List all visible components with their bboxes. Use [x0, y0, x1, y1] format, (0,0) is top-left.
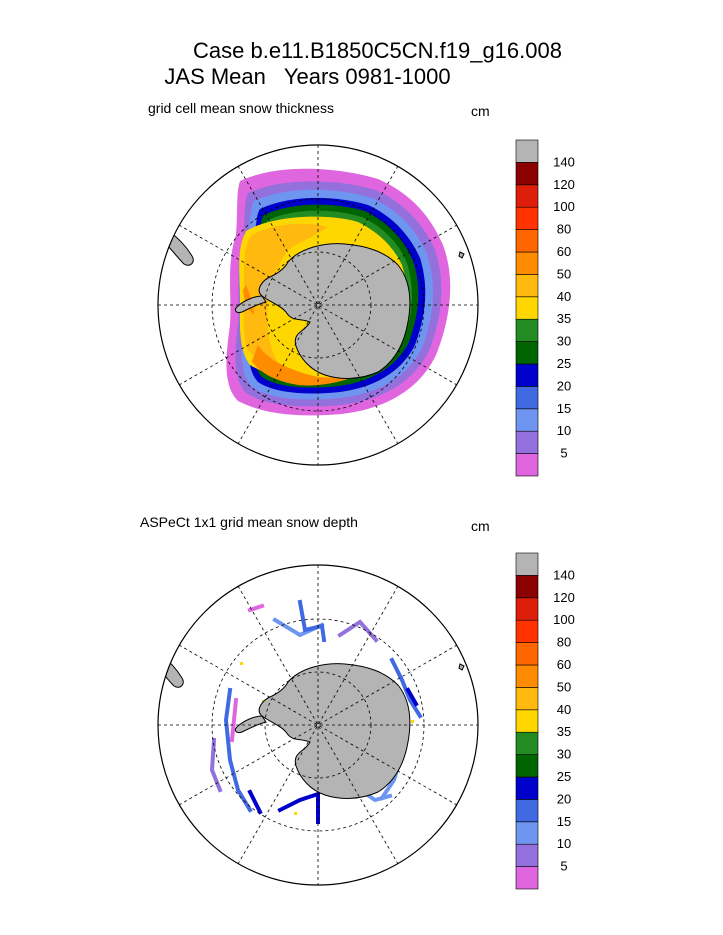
colorbar-bin — [515, 274, 539, 298]
panel1-title: grid cell mean snow thickness — [148, 100, 334, 116]
africa-land-2 — [339, 883, 361, 885]
colorbar-tick-label: 120 — [553, 177, 575, 192]
panel2-colorbar: 5 10 15 20 25 30 35 40 50 60 80 100 120 140 — [515, 552, 575, 890]
figure-title-line2: JAS Mean Years 0981-1000 — [164, 64, 451, 89]
colorbar-tick-label: 35 — [557, 724, 571, 739]
snow-band-50 — [243, 223, 328, 363]
obs-track-1b — [229, 697, 239, 743]
panel1-colorbar: 5 10 15 20 25 30 35 40 50 60 80 100 120 140 — [515, 139, 575, 477]
obs-track-5b — [405, 687, 419, 707]
obs-track-3 — [297, 599, 327, 643]
colorbar-tick-label: 100 — [553, 199, 575, 214]
colorbar-tick-label: 35 — [557, 311, 571, 326]
snow-band-60 — [252, 345, 373, 386]
colorbar-bin — [515, 430, 539, 454]
colorbar-tick-label: 15 — [557, 401, 571, 416]
obs-track-11 — [247, 789, 263, 815]
colorbar-bin — [515, 776, 539, 800]
colorbar-tick-label: 40 — [557, 289, 571, 304]
antarctic-peninsula-2 — [234, 715, 267, 733]
colorbar-tick-label: 60 — [557, 657, 571, 672]
colorbar-tick-label: 80 — [557, 222, 571, 237]
colorbar-tick-label: 20 — [557, 791, 571, 806]
colorbar-bin — [515, 363, 539, 387]
colorbar-tick-label: 30 — [557, 334, 571, 349]
colorbar-bin — [515, 866, 539, 890]
colorbar-bin — [515, 799, 539, 823]
colorbar-bin — [515, 709, 539, 733]
colorbar-bin — [515, 754, 539, 778]
obs-track-9 — [247, 603, 265, 613]
south-america-land — [165, 231, 194, 266]
obs-track-1 — [223, 687, 253, 813]
figure-title-line1: Case b.e11.B1850C5CN.f19_g16.008 — [193, 38, 562, 63]
island-land-2 — [458, 663, 465, 671]
colorbar-bin — [515, 229, 539, 253]
colorbar-bin — [515, 453, 539, 477]
colorbar-tick-label: 140 — [553, 154, 575, 169]
colorbar-bin — [515, 821, 539, 845]
africa-land — [339, 463, 361, 465]
colorbar-tick-label: 60 — [557, 244, 571, 259]
south-america-land-2 — [158, 653, 184, 688]
colorbar-tick-label: 15 — [557, 814, 571, 829]
panel2-unit: cm — [471, 518, 490, 534]
colorbar-bin — [515, 162, 539, 186]
colorbar-tick-label: 10 — [557, 423, 571, 438]
colorbar-bin — [515, 597, 539, 621]
colorbar-bin — [515, 642, 539, 666]
colorbar-bin — [515, 619, 539, 643]
colorbar-bin — [515, 184, 539, 208]
colorbar-bin — [515, 843, 539, 867]
colorbar-bin — [515, 139, 539, 163]
panel1-map — [157, 144, 479, 466]
colorbar-bin — [515, 552, 539, 576]
panel2-map — [157, 564, 479, 886]
colorbar-tick-label: 50 — [557, 679, 571, 694]
colorbar-bin — [515, 206, 539, 230]
colorbar-bin — [515, 687, 539, 711]
panel1-unit: cm — [471, 103, 490, 119]
panel2-title: ASPeCt 1x1 grid mean snow depth — [140, 514, 358, 530]
colorbar-bin — [515, 251, 539, 275]
colorbar-bin — [515, 408, 539, 432]
colorbar-tick-label: 140 — [553, 567, 575, 582]
colorbar-bin — [515, 664, 539, 688]
colorbar-bin — [515, 318, 539, 342]
antarctica-land-2 — [258, 663, 411, 799]
colorbar-tick-label: 50 — [557, 266, 571, 281]
colorbar-tick-label: 5 — [560, 446, 567, 461]
colorbar-tick-label: 25 — [557, 356, 571, 371]
colorbar-tick-label: 120 — [553, 590, 575, 605]
colorbar-tick-label: 100 — [553, 612, 575, 627]
colorbar-tick-label: 40 — [557, 702, 571, 717]
obs-track-4 — [337, 619, 379, 643]
island-land — [458, 251, 465, 259]
colorbar-bin — [515, 575, 539, 599]
colorbar-tick-label: 10 — [557, 836, 571, 851]
colorbar-tick-label: 80 — [557, 635, 571, 650]
colorbar-tick-label: 25 — [557, 769, 571, 784]
colorbar-bin — [515, 386, 539, 410]
antarctica-land — [258, 243, 411, 379]
colorbar-tick-label: 20 — [557, 378, 571, 393]
obs-track-7 — [277, 791, 320, 824]
colorbar-tick-label: 5 — [560, 859, 567, 874]
colorbar-bin — [515, 341, 539, 365]
obs-track-10 — [209, 737, 223, 793]
colorbar-bin — [515, 731, 539, 755]
colorbar-tick-label: 30 — [557, 747, 571, 762]
colorbar-bin — [515, 296, 539, 320]
